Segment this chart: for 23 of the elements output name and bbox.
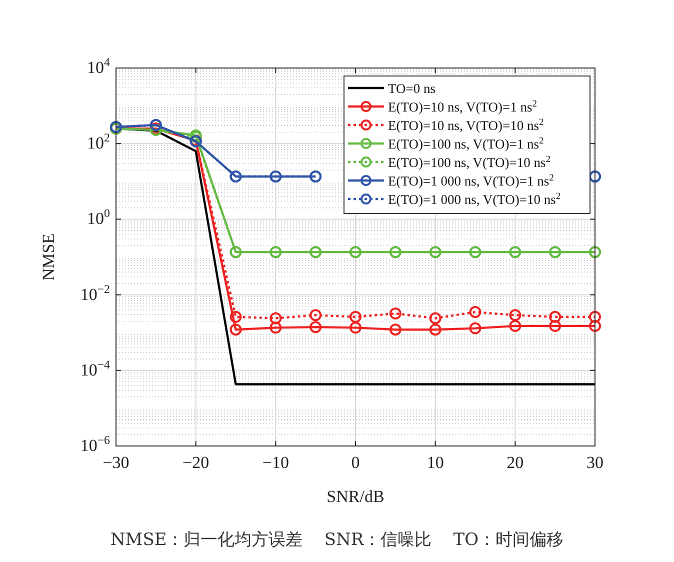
y-tick-label: 10$^{−6}$	[80, 433, 110, 455]
text: NMSE：归一化均方误差 SNR：信噪比 TO：时间偏移	[110, 530, 564, 550]
x-tick-label: −20	[182, 453, 210, 472]
x-axis-title: SNR/dB	[326, 487, 384, 506]
legend-label: E(TO)=1 000 ns, V(TO)=1 ns$^{2}$	[388, 174, 554, 188]
legend-label: E(TO)=100 ns, V(TO)=1 ns$^{2}$	[388, 136, 544, 152]
y-tick-label: 10$^{−4}$	[80, 357, 110, 380]
y-axis-title: NMSE	[39, 233, 58, 281]
y-tick-label: 10$^{4}$	[87, 55, 110, 77]
y-tick-label: 10$^{−2}$	[80, 282, 110, 304]
legend-label: E(TO)=100 ns, V(TO)=10 ns$^{2}$	[388, 155, 551, 170]
x-tick-label: 20	[506, 453, 524, 472]
y-tick-label: 10$^{0}$	[87, 206, 110, 228]
x-tick-label: −30	[102, 453, 130, 472]
x-tick-label: 10	[426, 453, 444, 472]
x-tick-label: 0	[351, 453, 360, 472]
legend-label: TO=0 ns	[388, 81, 436, 96]
y-tick-label: 10$^{2}$	[87, 130, 110, 153]
legend-label: E(TO)=10 ns, V(TO)=10 ns$^{2}$	[388, 118, 544, 133]
legend-label: E(TO)=1 000 ns, V(TO)=10 ns$^{2}$	[388, 192, 561, 207]
legend-label: E(TO)=10 ns, V(TO)=1 ns$^{2}$	[388, 100, 538, 114]
x-tick-label: 30	[586, 453, 604, 472]
x-tick-label: −10	[262, 453, 289, 472]
